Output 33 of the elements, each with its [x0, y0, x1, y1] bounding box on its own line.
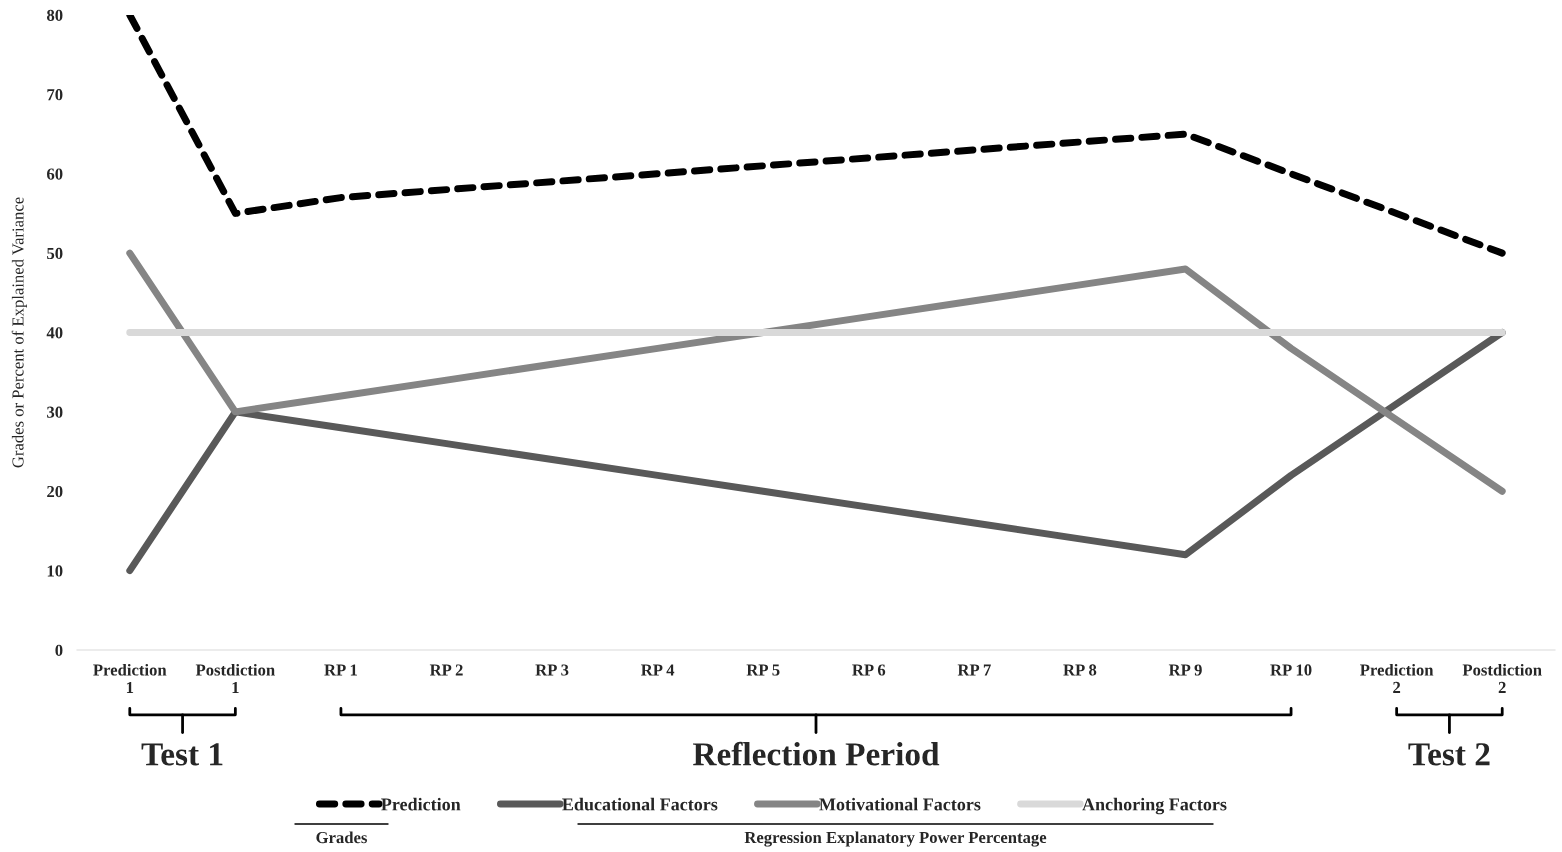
text: Test 1 — [141, 743, 223, 766]
x-tick-label: RP 10 — [1270, 664, 1312, 676]
x-tick-label: Postdiction 2 — [1462, 663, 1542, 693]
y-tick-label: 40 — [46, 327, 63, 339]
legend-label: Prediction — [381, 797, 461, 811]
y-tick-label: 0 — [55, 644, 63, 656]
x-tick-label: RP 3 — [535, 664, 569, 676]
x-tick-label: RP 6 — [852, 664, 886, 676]
text: Grades — [316, 831, 368, 844]
text: Test 2 — [1408, 743, 1490, 766]
x-tick-label: RP 7 — [957, 664, 991, 676]
legend-label: Motivational Factors — [819, 797, 981, 811]
legend-label: Educational Factors — [562, 797, 718, 811]
y-tick-label: 10 — [47, 565, 63, 577]
x-tick-label: RP 2 — [429, 664, 463, 676]
x-tick-label: RP 9 — [1168, 664, 1202, 676]
x-tick-label: RP 8 — [1063, 664, 1097, 676]
legend-label: Anchoring Factors — [1082, 797, 1227, 815]
x-tick-label: Prediction 2 — [1360, 663, 1434, 693]
x-tick-label: RP 1 — [324, 664, 357, 676]
y-tick-label: 30 — [47, 406, 63, 418]
x-tick-label: Postdiction 1 — [195, 663, 275, 693]
y-tick-label: 80 — [47, 9, 63, 21]
text: Regression Explanatory Power Percentage — [744, 831, 1047, 847]
text: Reflection Period — [693, 741, 940, 766]
y-tick-label: 70 — [47, 89, 63, 101]
x-tick-label: RP 5 — [746, 664, 780, 676]
x-tick-label: Prediction 1 — [93, 663, 167, 693]
x-tick-label: RP 4 — [641, 664, 675, 676]
y-axis-title: Grades or Percent of Explained Variance — [11, 197, 27, 468]
y-tick-label: 50 — [47, 247, 63, 260]
y-tick-label: 20 — [47, 485, 63, 498]
y-tick-label: 60 — [47, 168, 63, 180]
